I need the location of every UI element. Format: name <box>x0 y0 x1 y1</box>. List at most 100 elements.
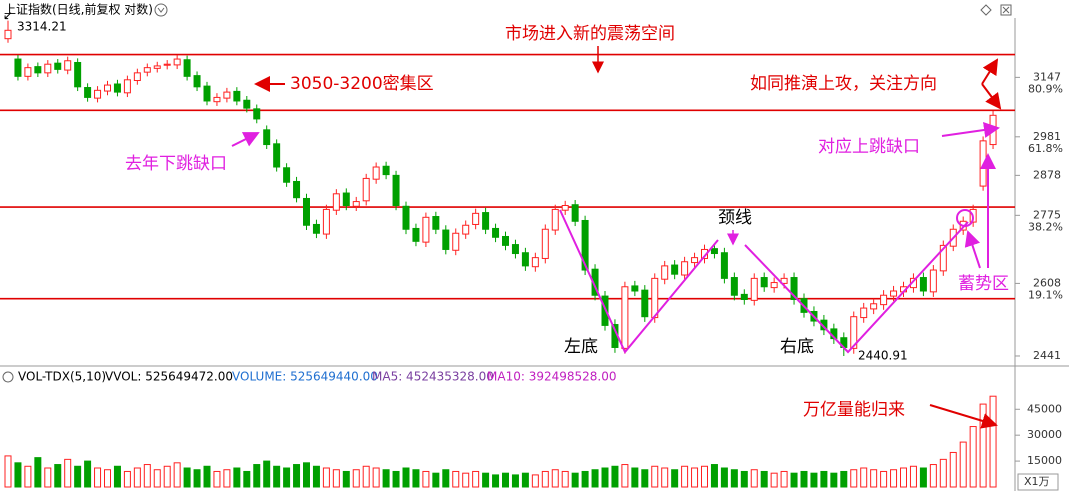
candle-body <box>631 285 639 292</box>
volume-bar <box>54 464 62 488</box>
y-tick-label: 2878 <box>1033 168 1061 181</box>
volume-bar <box>820 470 828 488</box>
volume-bar <box>352 469 360 488</box>
candle-body <box>601 295 609 326</box>
candle-body <box>312 223 320 234</box>
volume-bar <box>402 467 410 488</box>
volume-bar <box>840 470 848 488</box>
volume-bar <box>750 469 758 488</box>
volume-bar <box>671 469 679 488</box>
volume-bar <box>661 467 669 488</box>
volume-bar <box>830 472 838 488</box>
volume-bar <box>800 470 808 488</box>
y-tick-label: 2441 <box>1033 349 1061 362</box>
volume-bar <box>611 465 619 488</box>
candle-body <box>143 67 151 73</box>
candle-body <box>54 62 62 70</box>
annotation: 3050-3200密集区 <box>290 74 434 94</box>
close-icon[interactable] <box>1000 4 1012 16</box>
candle-body <box>979 140 987 187</box>
arrow <box>231 132 260 147</box>
volume-bar <box>322 467 330 488</box>
volume-bar <box>551 469 559 488</box>
volume-bar <box>939 458 947 488</box>
volume-bar <box>183 467 191 488</box>
volume-bar <box>44 467 52 488</box>
candle-body <box>432 216 440 230</box>
volume-bar <box>810 472 818 488</box>
y-tick-label: 3147 <box>1033 70 1061 83</box>
volume-bar <box>651 465 659 488</box>
volume-bar <box>691 467 699 488</box>
volume-bar <box>233 467 241 488</box>
candle-body <box>442 229 450 250</box>
volume-bar <box>14 462 22 488</box>
candle-body <box>661 265 669 280</box>
volume-bar <box>143 464 151 488</box>
volume-bar <box>223 469 231 488</box>
arrow <box>981 58 999 85</box>
menu-chevron <box>157 7 165 13</box>
candle-body <box>173 58 181 66</box>
volume-bar <box>442 469 450 488</box>
candle-body <box>104 84 111 92</box>
candle-body <box>303 197 310 226</box>
volume-bar <box>432 472 440 488</box>
candle-body <box>581 219 589 271</box>
volume-bar <box>34 457 42 488</box>
candle-body <box>790 277 798 300</box>
candle-body <box>263 129 271 146</box>
annotation: 蓄势区 <box>958 274 1009 294</box>
candle-body <box>511 244 519 255</box>
indicator-name: VOL-TDX(5,10) <box>18 370 106 384</box>
volume-bar <box>104 469 111 488</box>
volume-bar <box>860 467 868 488</box>
candle-body <box>402 205 410 230</box>
toggle-icon[interactable] <box>980 4 992 16</box>
candle-body <box>273 143 281 168</box>
candle-body <box>213 96 221 103</box>
candle-body <box>64 60 72 71</box>
y-tick-label: 30000 <box>1027 428 1062 441</box>
candle-body <box>531 257 539 268</box>
volume-bar <box>591 469 599 488</box>
indicator-value: MA10: 392498528.00 <box>487 370 617 384</box>
candle-body <box>372 166 380 180</box>
volume-bar <box>253 464 261 488</box>
candle-body <box>462 224 470 235</box>
candle-body <box>691 257 699 264</box>
candle-body <box>94 89 102 99</box>
volume-bar <box>870 469 878 488</box>
volume-bar <box>293 464 301 488</box>
menu-icon[interactable] <box>2 371 14 383</box>
candle-body <box>163 63 171 66</box>
candle-body <box>253 108 261 120</box>
candle-body <box>850 316 858 349</box>
high-label: 3314.21 <box>17 20 67 34</box>
candle-body <box>641 289 649 318</box>
candle-body <box>760 277 768 288</box>
volume-bar <box>631 467 639 488</box>
chart-header-title: 上证指数(日线,前复权 对数) <box>4 2 153 17</box>
candle-body <box>472 212 480 225</box>
volume-bar <box>760 470 768 488</box>
volume-bar <box>502 472 509 488</box>
volume-bar <box>890 469 898 488</box>
volume-bar <box>452 470 460 488</box>
candle-body <box>243 99 251 109</box>
candle-body <box>322 208 330 235</box>
fib-label: 61.8% <box>1028 142 1063 155</box>
volume-bar <box>492 474 500 488</box>
menu-icon[interactable] <box>154 3 168 17</box>
candle-body <box>133 72 141 82</box>
low-label: 2440.91 <box>858 349 908 363</box>
volume-bar <box>730 469 738 488</box>
candle-body <box>929 269 937 293</box>
candle-body <box>123 79 131 94</box>
fib-label: 19.1% <box>1028 288 1063 301</box>
volume-bar <box>571 472 579 488</box>
candle-body <box>521 252 529 267</box>
close-cross <box>1002 6 1010 14</box>
volume-bar <box>919 467 927 488</box>
